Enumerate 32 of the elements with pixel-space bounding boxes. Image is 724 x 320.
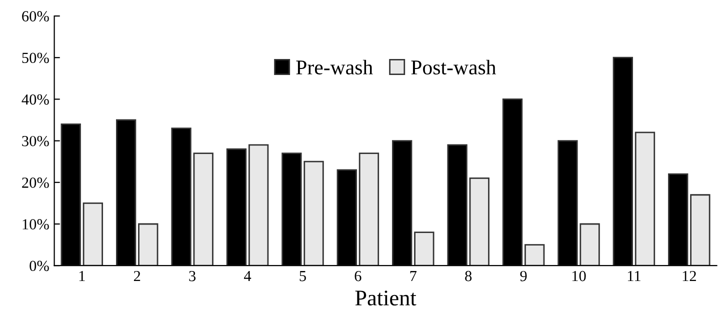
y-tick-label: 40% bbox=[22, 94, 49, 105]
bar bbox=[82, 202, 104, 266]
x-tick-label: 8 bbox=[465, 270, 472, 282]
x-tick-label: 10 bbox=[572, 270, 586, 282]
x-tick-label: 1 bbox=[79, 270, 85, 282]
y-tick-label: 50% bbox=[22, 52, 49, 64]
legend-label: Post-wash bbox=[411, 60, 496, 74]
x-tick-label: 11 bbox=[628, 270, 640, 282]
x-tick-label: 7 bbox=[410, 271, 417, 282]
x-axis-title: Patient bbox=[355, 290, 416, 306]
bar bbox=[193, 152, 214, 266]
x-tick-label: 5 bbox=[300, 271, 306, 282]
x-tick-label: 3 bbox=[189, 270, 196, 282]
y-tick-label: 20% bbox=[22, 178, 49, 188]
x-tick-label: 6 bbox=[354, 270, 362, 282]
bar bbox=[358, 152, 380, 266]
x-tick-label: 12 bbox=[682, 270, 696, 282]
y-tick-label: 60% bbox=[22, 11, 49, 22]
bar bbox=[524, 244, 545, 266]
y-tick-label: 10% bbox=[22, 219, 49, 230]
x-tick-label: 2 bbox=[134, 270, 140, 282]
bar bbox=[690, 194, 710, 266]
bar bbox=[248, 144, 269, 266]
y-tick-label: 0% bbox=[30, 260, 49, 272]
x-tick-label: 4 bbox=[244, 271, 252, 282]
bar bbox=[138, 223, 158, 266]
legend-label: Pre-wash bbox=[296, 60, 373, 74]
x-tick-label: 9 bbox=[520, 270, 527, 282]
bar bbox=[414, 232, 434, 266]
y-tick-label: 30% bbox=[22, 136, 49, 146]
bar bbox=[469, 178, 490, 266]
bar bbox=[634, 132, 656, 266]
